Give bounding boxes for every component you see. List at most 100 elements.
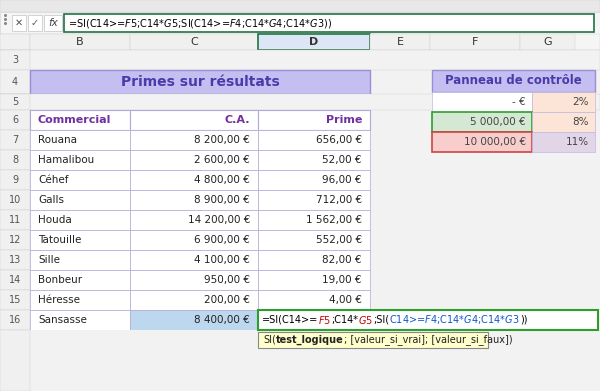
Bar bbox=[130, 190, 258, 210]
Bar bbox=[258, 290, 370, 310]
Bar bbox=[0, 330, 30, 391]
Text: 52,00 €: 52,00 € bbox=[323, 155, 362, 165]
Bar bbox=[0, 310, 30, 330]
Text: Tatouille: Tatouille bbox=[38, 235, 82, 245]
Bar bbox=[30, 170, 130, 190]
Bar bbox=[258, 210, 370, 230]
Bar bbox=[0, 70, 30, 94]
Text: 8%: 8% bbox=[572, 117, 589, 127]
Text: 5 000,00 €: 5 000,00 € bbox=[470, 117, 526, 127]
Text: 7: 7 bbox=[12, 135, 18, 145]
Text: 6: 6 bbox=[12, 115, 18, 125]
Text: test_logique: test_logique bbox=[276, 335, 344, 345]
Bar bbox=[258, 150, 370, 170]
Text: ; [valeur_si_vrai]; [valeur_si_faux]): ; [valeur_si_vrai]; [valeur_si_faux]) bbox=[344, 335, 512, 346]
Text: 96,00 €: 96,00 € bbox=[323, 175, 362, 185]
Text: 552,00 €: 552,00 € bbox=[316, 235, 362, 245]
Text: Héresse: Héresse bbox=[38, 295, 80, 305]
Text: fx: fx bbox=[48, 18, 58, 28]
Text: F: F bbox=[472, 37, 478, 47]
Bar bbox=[30, 150, 130, 170]
Bar bbox=[130, 110, 258, 130]
Text: Bonbeur: Bonbeur bbox=[38, 275, 82, 285]
Bar bbox=[258, 130, 370, 150]
Text: C.A.: C.A. bbox=[224, 115, 250, 125]
Bar bbox=[0, 0, 600, 12]
Bar bbox=[30, 110, 130, 130]
Bar bbox=[432, 112, 532, 132]
Text: 11: 11 bbox=[9, 215, 21, 225]
Text: B: B bbox=[76, 37, 84, 47]
Text: 6 900,00 €: 6 900,00 € bbox=[194, 235, 250, 245]
Text: C14>=$F$4;C14*$G$4;C14*$G$3: C14>=$F$4;C14*$G$4;C14*$G$3 bbox=[389, 314, 520, 326]
Text: Panneau de contrôle: Panneau de contrôle bbox=[445, 75, 582, 88]
Bar bbox=[30, 34, 130, 50]
Bar bbox=[532, 132, 595, 152]
Text: C: C bbox=[190, 37, 198, 47]
Text: - €: - € bbox=[512, 97, 526, 107]
Text: Céhef: Céhef bbox=[38, 175, 68, 185]
Bar bbox=[30, 210, 130, 230]
Bar bbox=[520, 34, 575, 50]
Bar bbox=[258, 250, 370, 270]
Text: )): )) bbox=[520, 315, 527, 325]
Text: 11%: 11% bbox=[566, 137, 589, 147]
Bar bbox=[0, 230, 30, 250]
Text: Prime: Prime bbox=[326, 115, 362, 125]
Bar bbox=[0, 94, 30, 110]
Bar bbox=[0, 270, 30, 290]
Text: E: E bbox=[397, 37, 404, 47]
Bar bbox=[30, 310, 130, 330]
Text: 8 200,00 €: 8 200,00 € bbox=[194, 135, 250, 145]
Text: 4: 4 bbox=[12, 77, 18, 87]
Text: 8 400,00 €: 8 400,00 € bbox=[194, 315, 250, 325]
Bar bbox=[430, 34, 520, 50]
Text: Galls: Galls bbox=[38, 195, 64, 205]
Text: D: D bbox=[310, 37, 319, 47]
Text: 19,00 €: 19,00 € bbox=[323, 275, 362, 285]
Text: 15: 15 bbox=[9, 295, 21, 305]
Bar bbox=[0, 290, 30, 310]
Bar bbox=[258, 34, 370, 50]
Bar bbox=[30, 230, 130, 250]
Bar bbox=[44, 15, 62, 31]
Bar bbox=[30, 250, 130, 270]
Bar bbox=[130, 250, 258, 270]
Bar bbox=[258, 190, 370, 210]
Bar bbox=[0, 150, 30, 170]
Bar bbox=[0, 50, 600, 70]
Text: 82,00 €: 82,00 € bbox=[323, 255, 362, 265]
Text: =SI(C14>=: =SI(C14>= bbox=[262, 315, 318, 325]
Bar bbox=[130, 210, 258, 230]
Text: 14: 14 bbox=[9, 275, 21, 285]
Bar bbox=[532, 92, 595, 112]
Bar bbox=[64, 14, 594, 32]
Text: Primes sur résultats: Primes sur résultats bbox=[121, 75, 280, 89]
Text: 4 100,00 €: 4 100,00 € bbox=[194, 255, 250, 265]
Bar bbox=[28, 15, 42, 31]
Text: Sille: Sille bbox=[38, 255, 60, 265]
Text: ✓: ✓ bbox=[31, 18, 39, 28]
Bar bbox=[258, 270, 370, 290]
Text: G: G bbox=[543, 37, 552, 47]
Bar bbox=[130, 290, 258, 310]
Bar bbox=[0, 50, 30, 70]
Bar bbox=[532, 112, 595, 132]
Bar bbox=[30, 70, 370, 94]
Bar bbox=[0, 250, 30, 270]
Bar bbox=[0, 12, 600, 34]
Bar bbox=[130, 310, 258, 330]
Text: 8: 8 bbox=[12, 155, 18, 165]
Text: 13: 13 bbox=[9, 255, 21, 265]
Text: =SI(C14>=$F$5;C14*$G$5;SI(C14>=$F$4;C14*$G$4;C14*$G$3)): =SI(C14>=$F$5;C14*$G$5;SI(C14>=$F$4;C14*… bbox=[68, 16, 332, 29]
Bar bbox=[258, 230, 370, 250]
Text: 4 800,00 €: 4 800,00 € bbox=[194, 175, 250, 185]
Text: 1 562,00 €: 1 562,00 € bbox=[306, 215, 362, 225]
Text: 8 900,00 €: 8 900,00 € bbox=[194, 195, 250, 205]
Bar bbox=[0, 34, 600, 50]
Bar bbox=[30, 270, 130, 290]
Text: Commercial: Commercial bbox=[38, 115, 112, 125]
Bar bbox=[130, 170, 258, 190]
Bar bbox=[130, 130, 258, 150]
Bar bbox=[0, 190, 30, 210]
